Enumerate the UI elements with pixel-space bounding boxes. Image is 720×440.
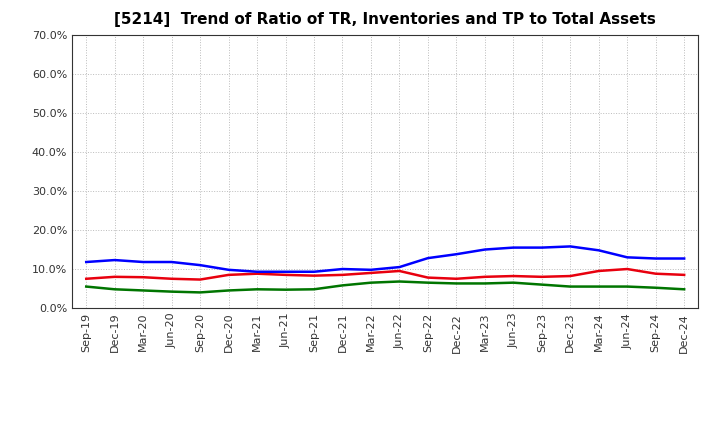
Inventories (366, 267, 375, 272)
Line: Inventories: Inventories (86, 246, 684, 272)
Trade Payables (395, 279, 404, 284)
Trade Payables (110, 286, 119, 292)
Inventories (652, 256, 660, 261)
Inventories (623, 255, 631, 260)
Inventories (566, 244, 575, 249)
Trade Receivables (110, 274, 119, 279)
Trade Receivables (253, 271, 261, 276)
Trade Payables (652, 285, 660, 290)
Trade Receivables (225, 272, 233, 278)
Trade Payables (537, 282, 546, 287)
Trade Payables (595, 284, 603, 289)
Trade Receivables (310, 273, 318, 278)
Trade Payables (196, 290, 204, 295)
Trade Payables (253, 286, 261, 292)
Inventories (225, 267, 233, 272)
Trade Payables (680, 286, 688, 292)
Trade Payables (480, 281, 489, 286)
Trade Payables (82, 284, 91, 289)
Inventories (310, 269, 318, 275)
Trade Receivables (139, 275, 148, 280)
Trade Receivables (366, 270, 375, 275)
Trade Payables (452, 281, 461, 286)
Inventories (338, 266, 347, 271)
Line: Trade Payables: Trade Payables (86, 282, 684, 293)
Trade Payables (139, 288, 148, 293)
Inventories (395, 264, 404, 270)
Trade Payables (167, 289, 176, 294)
Trade Receivables (623, 266, 631, 271)
Title: [5214]  Trend of Ratio of TR, Inventories and TP to Total Assets: [5214] Trend of Ratio of TR, Inventories… (114, 12, 656, 27)
Inventories (110, 257, 119, 263)
Trade Payables (423, 280, 432, 285)
Trade Receivables (509, 273, 518, 279)
Trade Receivables (680, 272, 688, 278)
Trade Receivables (282, 272, 290, 278)
Inventories (282, 269, 290, 275)
Trade Receivables (480, 274, 489, 279)
Inventories (167, 259, 176, 264)
Trade Receivables (395, 268, 404, 274)
Trade Receivables (566, 273, 575, 279)
Trade Receivables (595, 268, 603, 274)
Trade Receivables (423, 275, 432, 280)
Inventories (253, 269, 261, 275)
Trade Receivables (338, 272, 347, 278)
Trade Receivables (652, 271, 660, 276)
Trade Payables (366, 280, 375, 285)
Trade Receivables (82, 276, 91, 282)
Trade Payables (282, 287, 290, 292)
Line: Trade Receivables: Trade Receivables (86, 269, 684, 279)
Inventories (139, 259, 148, 264)
Inventories (595, 248, 603, 253)
Inventories (680, 256, 688, 261)
Inventories (196, 263, 204, 268)
Trade Receivables (196, 277, 204, 282)
Inventories (423, 256, 432, 261)
Trade Receivables (537, 274, 546, 279)
Trade Receivables (167, 276, 176, 282)
Trade Payables (566, 284, 575, 289)
Trade Receivables (452, 276, 461, 282)
Trade Payables (338, 283, 347, 288)
Inventories (452, 252, 461, 257)
Trade Payables (623, 284, 631, 289)
Inventories (480, 247, 489, 252)
Trade Payables (225, 288, 233, 293)
Inventories (82, 259, 91, 264)
Trade Payables (310, 286, 318, 292)
Inventories (509, 245, 518, 250)
Trade Payables (509, 280, 518, 285)
Inventories (537, 245, 546, 250)
